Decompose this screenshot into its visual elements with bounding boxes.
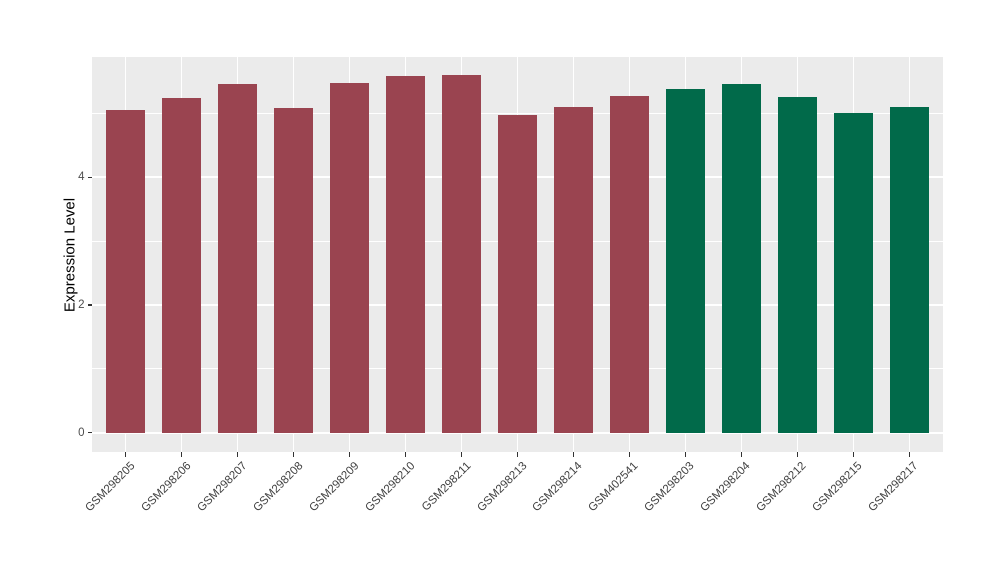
x-tick-mark — [628, 452, 631, 457]
bar-GSM298215 — [833, 112, 873, 433]
x-tick-label: GSM298210 — [362, 460, 418, 515]
x-tick-mark — [572, 452, 575, 457]
bar-GSM298207 — [217, 83, 258, 433]
x-tick-label: GSM298208 — [250, 460, 306, 515]
x-tick-label: GSM298206 — [138, 460, 194, 515]
bar-GSM298212 — [777, 96, 818, 433]
bar-GSM298203 — [665, 88, 706, 433]
y-axis-title: Expression Level — [61, 197, 79, 313]
x-tick-mark — [460, 452, 463, 457]
y-tick-mark — [87, 176, 92, 178]
x-tick-mark — [740, 452, 743, 457]
y-tick-mark — [87, 432, 92, 434]
y-tick-mark — [87, 304, 92, 306]
x-tick-label: GSM298213 — [474, 460, 529, 515]
x-tick-label: GSM298217 — [866, 460, 921, 515]
bar-GSM298217 — [889, 107, 929, 433]
y-tick-label: 4 — [78, 171, 85, 184]
x-tick-mark — [796, 452, 799, 457]
x-tick-mark — [516, 452, 519, 457]
x-tick-mark — [180, 452, 183, 457]
bar-GSM298206 — [161, 97, 202, 433]
x-tick-label: GSM402541 — [586, 460, 641, 515]
x-tick-label: GSM298205 — [82, 460, 138, 515]
x-tick-mark — [404, 452, 407, 457]
x-tick-label: GSM298212 — [754, 460, 809, 515]
bar-GSM298210 — [385, 76, 426, 433]
bar-GSM298213 — [497, 115, 538, 433]
y-tick-label: 0 — [78, 426, 85, 439]
x-tick-label: GSM298209 — [306, 460, 362, 515]
bar-GSM298205 — [105, 110, 146, 433]
bar-GSM298209 — [329, 83, 370, 433]
bar-GSM298214 — [553, 106, 594, 433]
bar-GSM402541 — [609, 95, 650, 433]
x-tick-mark — [292, 452, 295, 457]
x-tick-mark — [236, 452, 239, 457]
bar-GSM298204 — [721, 84, 762, 433]
y-tick-label: 2 — [78, 298, 85, 311]
x-tick-label: GSM298211 — [419, 460, 473, 514]
x-tick-mark — [124, 452, 127, 457]
plot-panel — [92, 57, 943, 452]
x-tick-label: GSM298214 — [530, 460, 585, 515]
x-tick-label: GSM298204 — [698, 460, 753, 515]
bar-GSM298211 — [441, 74, 482, 433]
x-tick-mark — [348, 452, 351, 457]
x-tick-mark — [852, 452, 854, 457]
x-tick-label: GSM298215 — [810, 460, 865, 515]
bar-GSM298208 — [273, 108, 314, 433]
x-tick-mark — [684, 452, 687, 457]
x-tick-label: GSM298203 — [642, 460, 697, 515]
x-tick-mark — [908, 452, 910, 457]
x-tick-label: GSM298207 — [194, 460, 250, 515]
